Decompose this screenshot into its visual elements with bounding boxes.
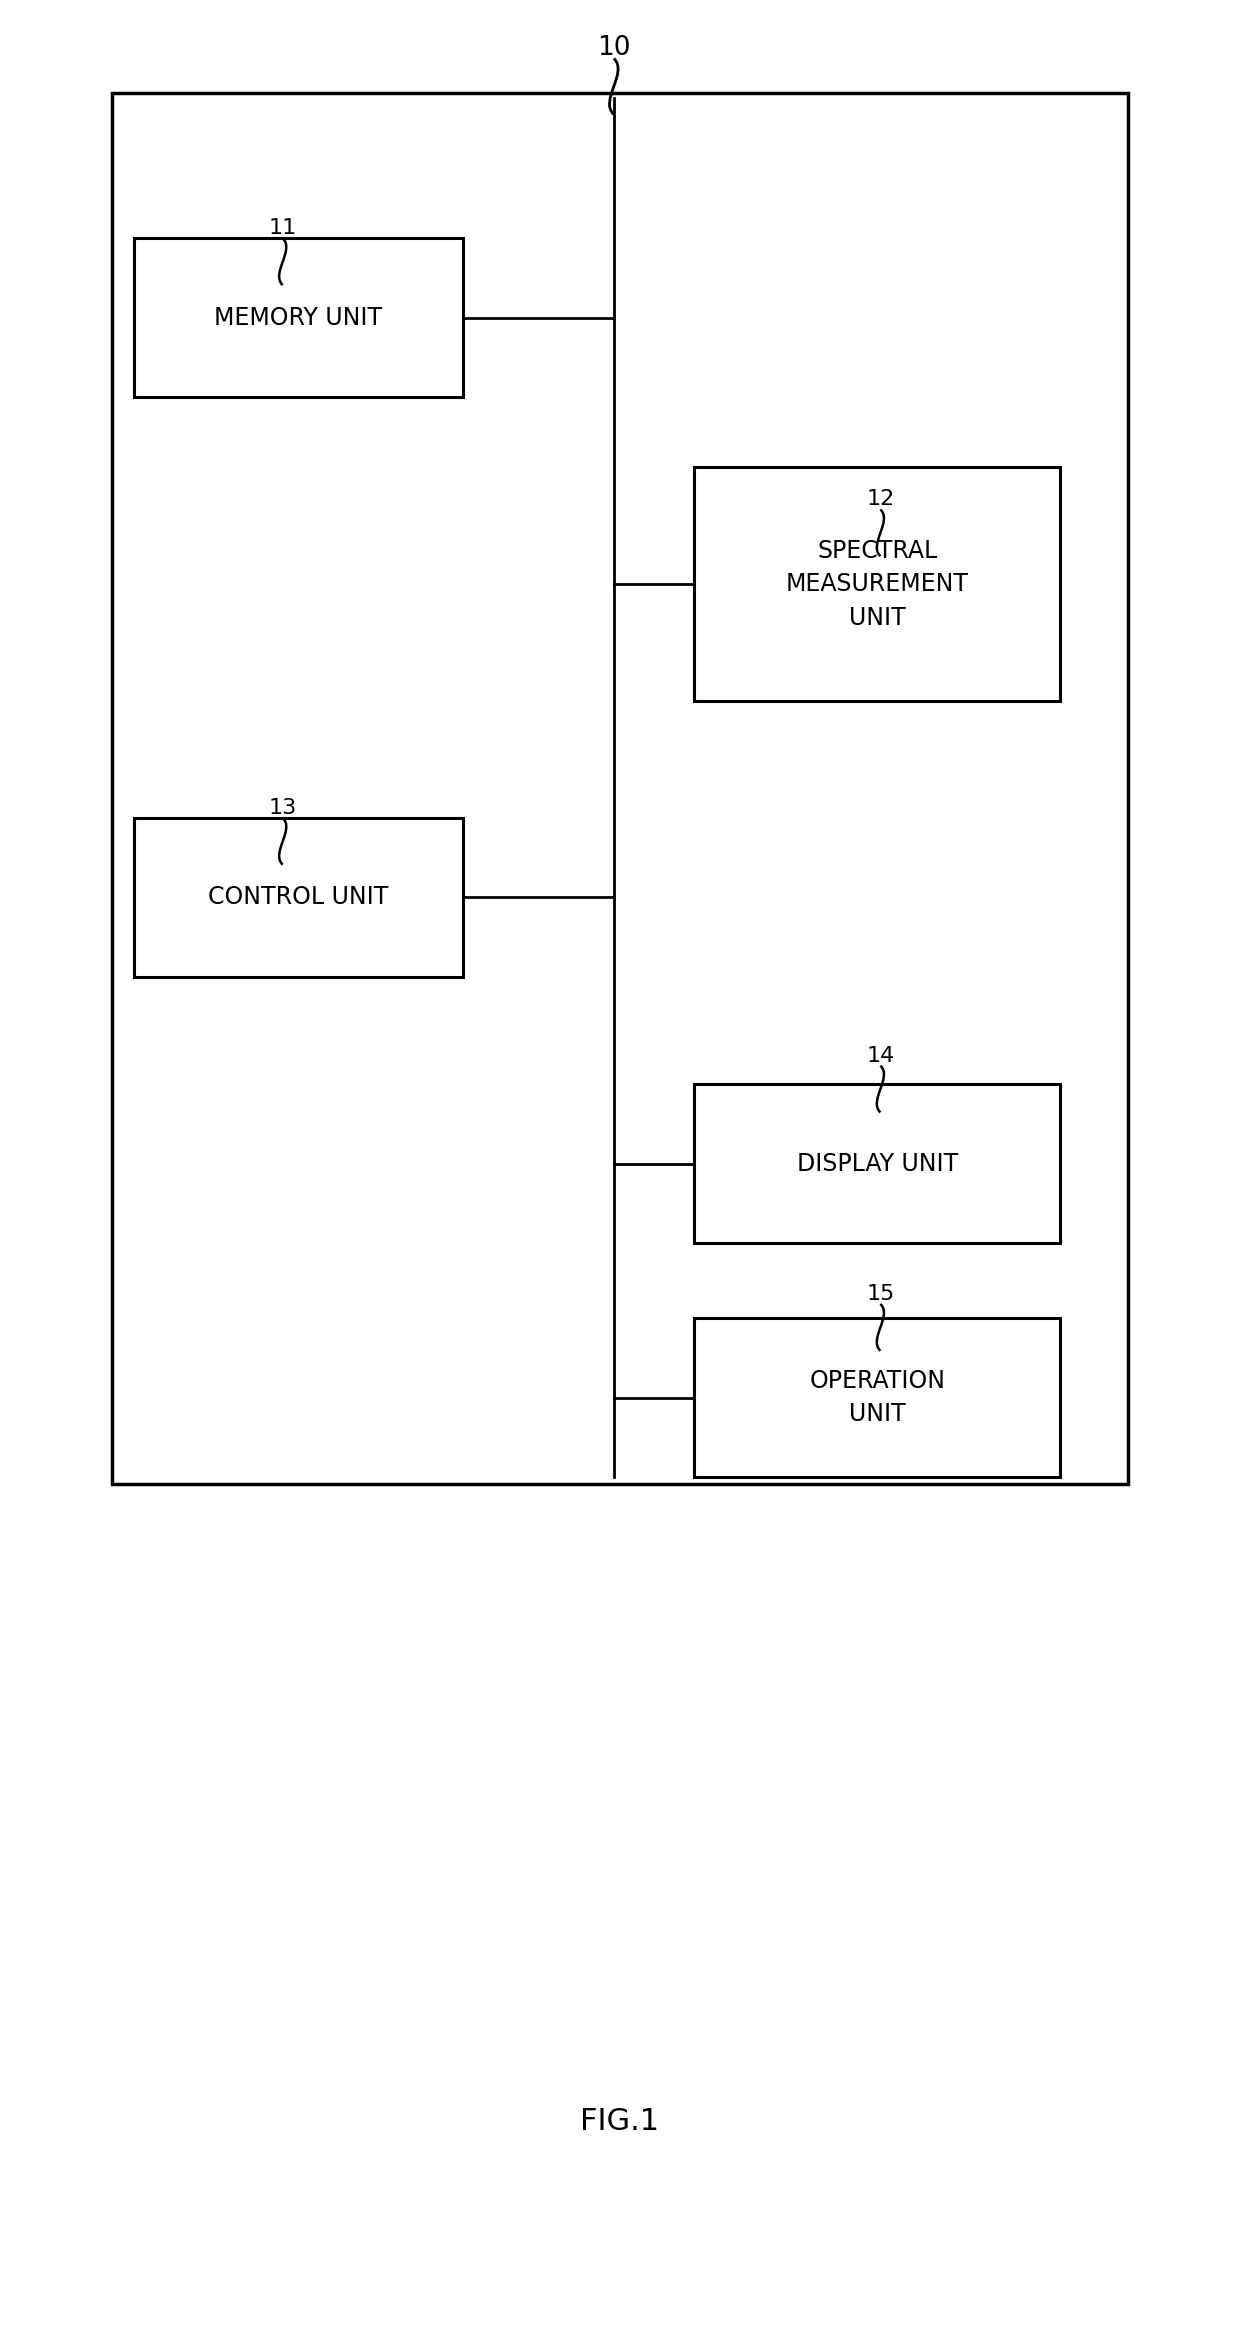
Text: DISPLAY UNIT: DISPLAY UNIT <box>796 1152 959 1176</box>
Bar <box>134 238 463 397</box>
Bar <box>134 818 463 977</box>
Bar <box>694 1318 1060 1477</box>
Text: 15: 15 <box>867 1283 894 1304</box>
Text: 11: 11 <box>269 217 296 238</box>
Text: 10: 10 <box>596 35 631 61</box>
Text: SPECTRAL
MEASUREMENT
UNIT: SPECTRAL MEASUREMENT UNIT <box>786 540 968 629</box>
Bar <box>694 1084 1060 1243</box>
Text: 14: 14 <box>867 1045 894 1066</box>
Text: 13: 13 <box>269 797 296 818</box>
Text: OPERATION
UNIT: OPERATION UNIT <box>810 1369 945 1426</box>
Text: 12: 12 <box>867 488 894 509</box>
Bar <box>694 467 1060 701</box>
Text: FIG.1: FIG.1 <box>580 2108 660 2136</box>
Text: CONTROL UNIT: CONTROL UNIT <box>208 886 388 909</box>
Bar <box>112 93 1128 1484</box>
Text: MEMORY UNIT: MEMORY UNIT <box>215 306 382 330</box>
